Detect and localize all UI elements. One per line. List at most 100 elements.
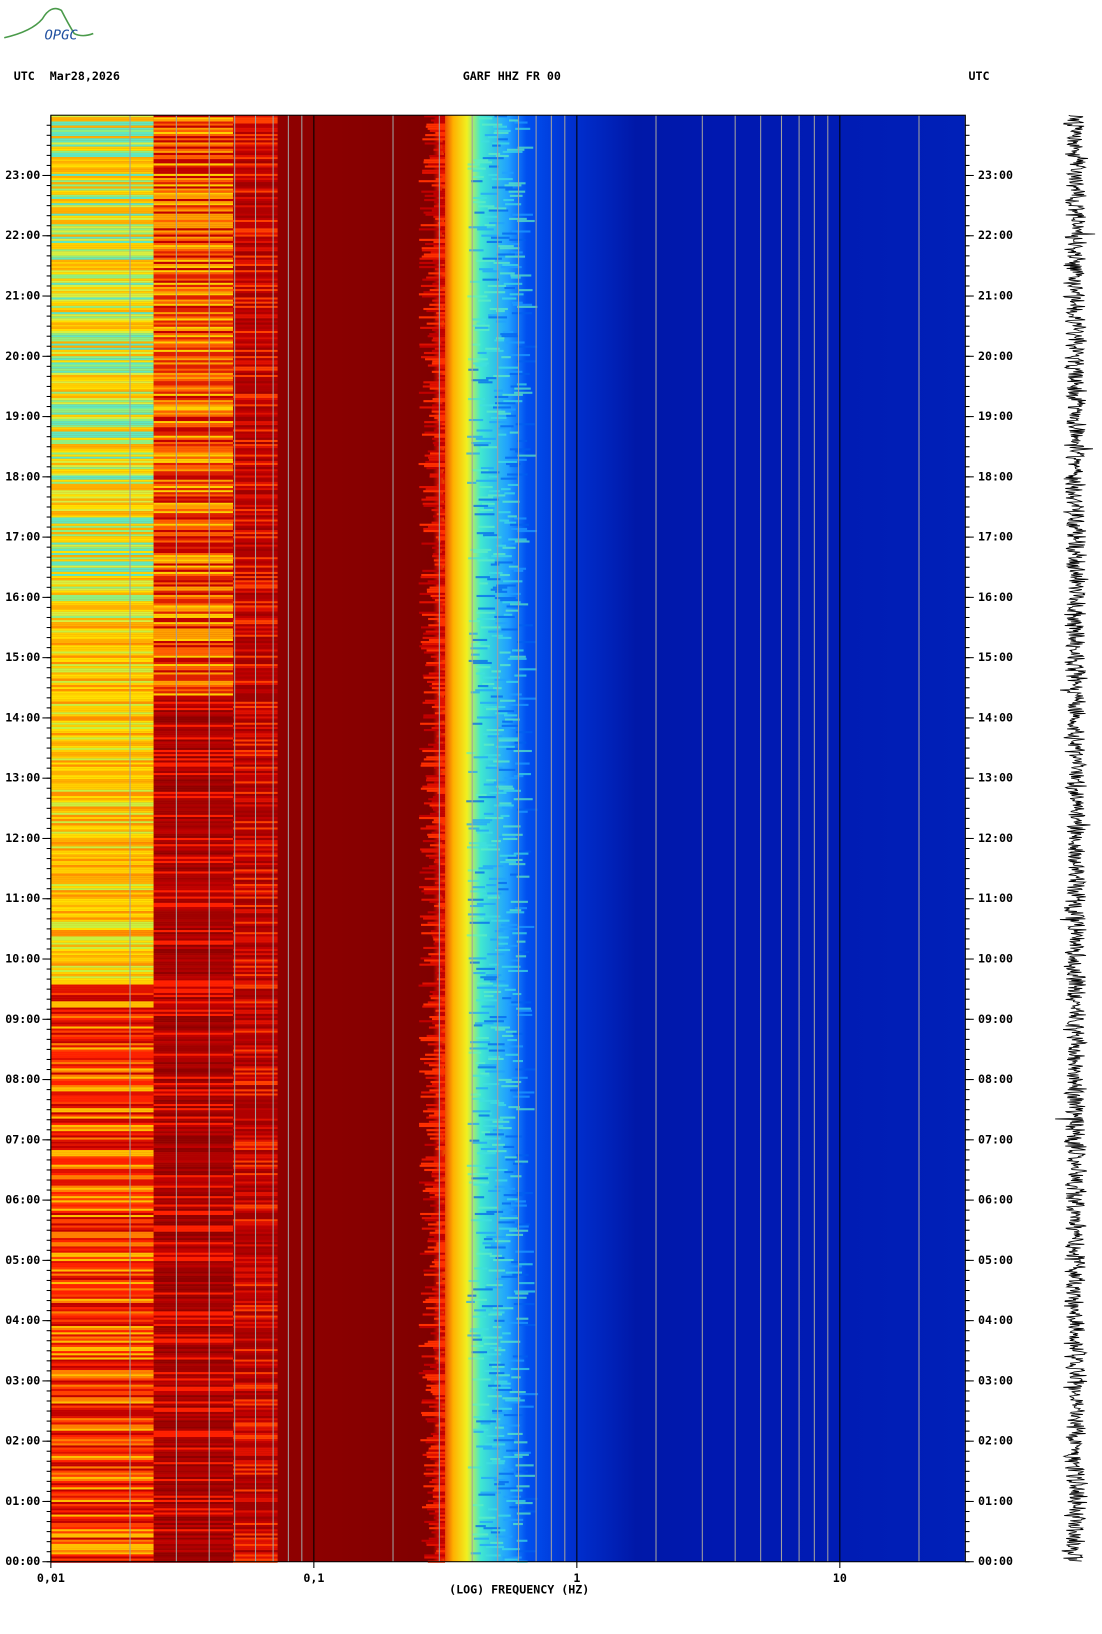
stripe [153,479,234,482]
stripe [503,714,518,717]
stripe [423,946,446,949]
stripe [476,986,498,989]
stripe [505,370,523,373]
stripe [426,310,446,313]
stripe [153,850,234,853]
stripe [427,525,446,528]
stripe [153,295,234,298]
stripe [437,791,446,794]
stripe [439,976,446,979]
stripe [50,546,154,549]
stripe [421,190,446,193]
stripe [153,1051,234,1054]
stripe [424,1183,446,1186]
stripe [153,1462,234,1465]
stripe [50,490,154,493]
stripe [505,1080,522,1084]
stripe [50,559,154,562]
stripe [426,1437,446,1440]
stripe [50,1529,154,1532]
stripe [153,1089,234,1092]
stripe [153,1083,234,1086]
stripe [426,1504,446,1507]
stripe [50,414,154,417]
stripe [153,1235,234,1239]
stripe [50,307,154,311]
stripe [431,362,446,365]
stripe [153,1460,234,1463]
stripe [512,649,524,652]
stripe [501,724,519,727]
stripe [421,1217,446,1220]
stripe [153,904,234,908]
stripe [480,1147,497,1151]
stripe [439,1284,446,1287]
stripe [466,800,485,803]
stripe [471,645,490,648]
stripe [470,1552,481,1555]
stripe [441,354,446,357]
stripe [472,1403,490,1406]
stripe [50,408,154,411]
stripe [153,1208,234,1211]
stripe [153,343,234,346]
stripe [153,1103,234,1107]
stripe [469,249,484,252]
stripe [50,542,154,545]
stripe [50,653,154,656]
stripe [420,1292,446,1295]
stripe [153,877,234,880]
stripe [153,1275,234,1278]
stripe [153,1328,234,1331]
stripe [50,188,154,191]
stripe [50,173,154,176]
stripe [153,238,234,241]
stripe [50,1122,154,1125]
stripe [153,312,234,315]
stripe [496,636,512,639]
stripe [431,184,446,187]
stripe [50,680,154,683]
stripe [422,1005,446,1008]
stripe [153,1183,234,1186]
stripe [492,1529,506,1532]
stripe [50,647,154,650]
stripe [153,976,234,979]
stripe [50,1292,154,1295]
stripe [511,312,532,315]
stripe [421,573,446,577]
stripe [502,997,512,1000]
stripe [153,1365,234,1368]
stripe [153,672,234,675]
stripe [153,1238,234,1241]
stripe [153,1055,234,1058]
stripe [153,1068,234,1071]
stripe [441,999,446,1002]
stripe [436,965,446,968]
stripe [50,349,154,352]
stripe [153,234,234,237]
stripe [468,226,487,229]
stripe [418,316,446,319]
stripe [431,1531,446,1534]
stripe [50,1269,154,1272]
stripe [50,1026,154,1029]
stripe [50,257,154,260]
stripe [153,798,234,801]
stripe [50,791,154,794]
stripe [503,1414,524,1417]
stripe [153,837,234,841]
stripe [479,1248,490,1251]
stripe [509,448,531,451]
stripe [427,1238,446,1241]
y-tick-label-right: 20:00 [978,349,1013,363]
stripe [504,521,517,524]
stripe [50,385,154,388]
stripe [153,121,234,124]
stripe [482,278,499,281]
stripe [50,1043,154,1046]
stripe [153,1453,234,1456]
stripe [483,1238,493,1241]
y-tick-label-right: 01:00 [978,1494,1013,1508]
